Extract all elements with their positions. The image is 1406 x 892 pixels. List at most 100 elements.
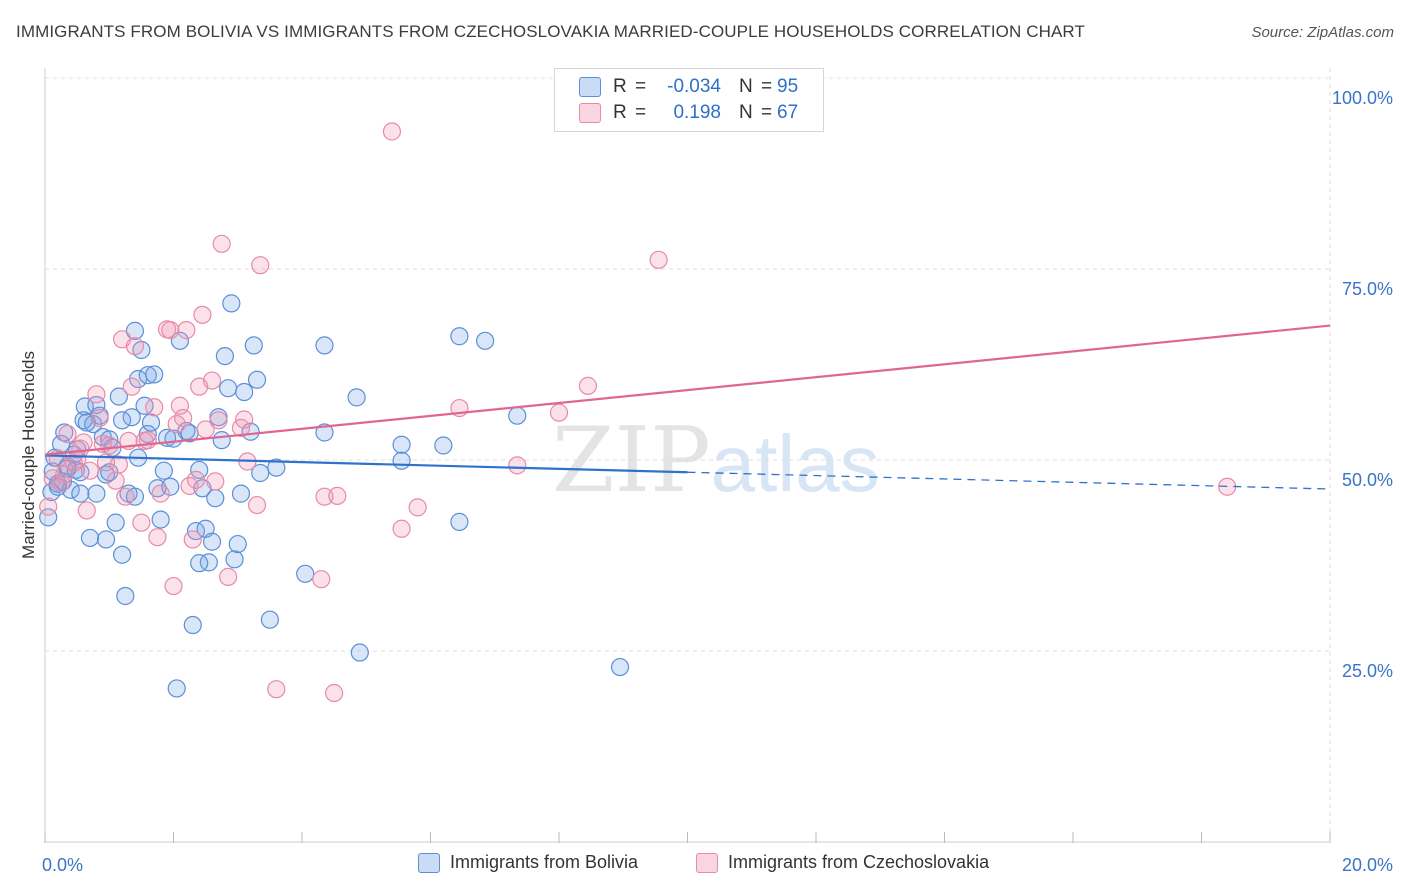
point-czechoslovakia: [125, 337, 145, 356]
point-czechoslovakia: [43, 469, 62, 488]
point-czechoslovakia: [549, 403, 569, 422]
point-czechoslovakia: [235, 410, 254, 429]
bottom-legend: Immigrants from Bolivia Immigrants from …: [0, 852, 1406, 878]
point-bolivia: [199, 553, 218, 572]
point-czechoslovakia: [209, 411, 228, 430]
point-czechoslovakia: [186, 470, 206, 489]
point-czechoslovakia: [206, 472, 225, 491]
watermark-atlas: atlas: [710, 419, 880, 508]
point-bolivia: [39, 508, 58, 527]
point-bolivia: [80, 528, 100, 548]
watermark: ZIPatlas: [552, 408, 880, 513]
point-bolivia: [145, 365, 164, 384]
grid-lines: [45, 68, 1331, 842]
point-czechoslovakia: [161, 321, 180, 340]
x-tick-label: 0.0%: [42, 855, 83, 875]
trend-line-czechoslovakia: [44, 324, 1331, 456]
point-bolivia: [190, 554, 209, 573]
point-bolivia: [109, 387, 128, 406]
chart-title: IMMIGRANTS FROM BOLIVIA VS IMMIGRANTS FR…: [16, 22, 1085, 41]
point-bolivia: [260, 610, 279, 629]
data-points: [39, 122, 1237, 703]
point-bolivia: [476, 331, 495, 350]
point-czechoslovakia: [328, 486, 347, 506]
point-czechoslovakia: [247, 495, 267, 515]
point-czechoslovakia: [74, 433, 93, 452]
y-tick-label: 50.0%: [1342, 470, 1393, 490]
legend-n-label: N: [739, 76, 753, 97]
point-czechoslovakia: [90, 408, 109, 428]
point-czechoslovakia: [145, 398, 164, 417]
point-czechoslovakia: [132, 513, 151, 532]
point-bolivia: [450, 327, 469, 346]
point-bolivia: [450, 512, 469, 531]
point-czechoslovakia: [80, 461, 100, 480]
legend-swatch-czechoslovakia: [579, 103, 601, 123]
point-bolivia: [392, 451, 411, 470]
point-czechoslovakia: [177, 321, 196, 340]
point-czechoslovakia: [58, 424, 77, 444]
point-czechoslovakia: [251, 256, 270, 275]
point-bolivia: [244, 336, 263, 355]
point-bolivia: [296, 564, 315, 583]
legend-r-eq: =: [635, 76, 647, 97]
tick-labels: 25.0% 50.0% 75.0% 100.0% 0.0% 20.0%: [42, 88, 1393, 875]
point-bolivia: [154, 461, 173, 480]
point-bolivia: [151, 510, 170, 529]
point-czechoslovakia: [100, 436, 119, 455]
point-bolivia: [225, 550, 244, 569]
point-czechoslovakia: [315, 487, 334, 506]
point-bolivia: [508, 406, 527, 425]
source-label: Source: ZipAtlas.com: [1251, 24, 1394, 41]
point-bolivia: [222, 294, 241, 313]
point-bolivia: [206, 489, 225, 508]
point-bolivia: [161, 477, 180, 496]
point-czechoslovakia: [382, 122, 402, 141]
point-czechoslovakia: [151, 484, 170, 503]
point-czechoslovakia: [193, 305, 212, 324]
point-bolivia: [315, 423, 334, 442]
point-czechoslovakia: [116, 487, 135, 506]
legend-swatch-bolivia: [579, 77, 601, 97]
point-bolivia: [251, 463, 270, 483]
point-bolivia: [71, 484, 90, 503]
point-bolivia: [183, 615, 202, 635]
point-bolivia: [125, 487, 145, 506]
legend-row-czechoslovakia: R = 0.198 N = 67: [579, 100, 798, 126]
y-tick-label: 75.0%: [1342, 279, 1393, 299]
point-czechoslovakia: [202, 371, 222, 390]
point-czechoslovakia: [212, 234, 231, 253]
point-bolivia: [190, 460, 209, 480]
trend-line-bolivia-extension: [687, 471, 1331, 490]
point-czechoslovakia: [138, 431, 157, 450]
point-bolivia: [141, 413, 161, 432]
point-czechoslovakia: [578, 376, 598, 395]
point-bolivia: [219, 379, 238, 398]
point-czechoslovakia: [148, 528, 167, 547]
legend-r-value-czechoslovakia: 0.198: [673, 102, 721, 123]
bottom-legend-swatch-bolivia: [418, 852, 440, 873]
point-bolivia: [112, 411, 132, 430]
point-bolivia: [350, 643, 369, 662]
point-bolivia: [112, 545, 132, 564]
bottom-legend-label-bolivia: Immigrants from Bolivia: [450, 852, 639, 872]
legend-n-value-czechoslovakia: 67: [777, 102, 799, 123]
point-czechoslovakia: [408, 498, 427, 517]
legend-r-label: R: [613, 102, 627, 123]
point-czechoslovakia: [219, 567, 238, 586]
point-czechoslovakia: [77, 501, 96, 520]
point-bolivia: [235, 382, 254, 402]
trend-lines: [44, 324, 1331, 490]
point-czechoslovakia: [106, 471, 125, 490]
point-czechoslovakia: [109, 455, 128, 474]
point-bolivia: [75, 397, 94, 416]
point-bolivia: [228, 534, 247, 554]
legend-r-value-bolivia: -0.034: [667, 76, 721, 97]
point-bolivia: [347, 388, 366, 407]
x-tick-label: 20.0%: [1342, 855, 1393, 875]
y-tick-label: 25.0%: [1342, 661, 1393, 681]
point-czechoslovakia: [649, 250, 668, 269]
point-czechoslovakia: [392, 519, 411, 538]
point-bolivia: [87, 484, 106, 503]
